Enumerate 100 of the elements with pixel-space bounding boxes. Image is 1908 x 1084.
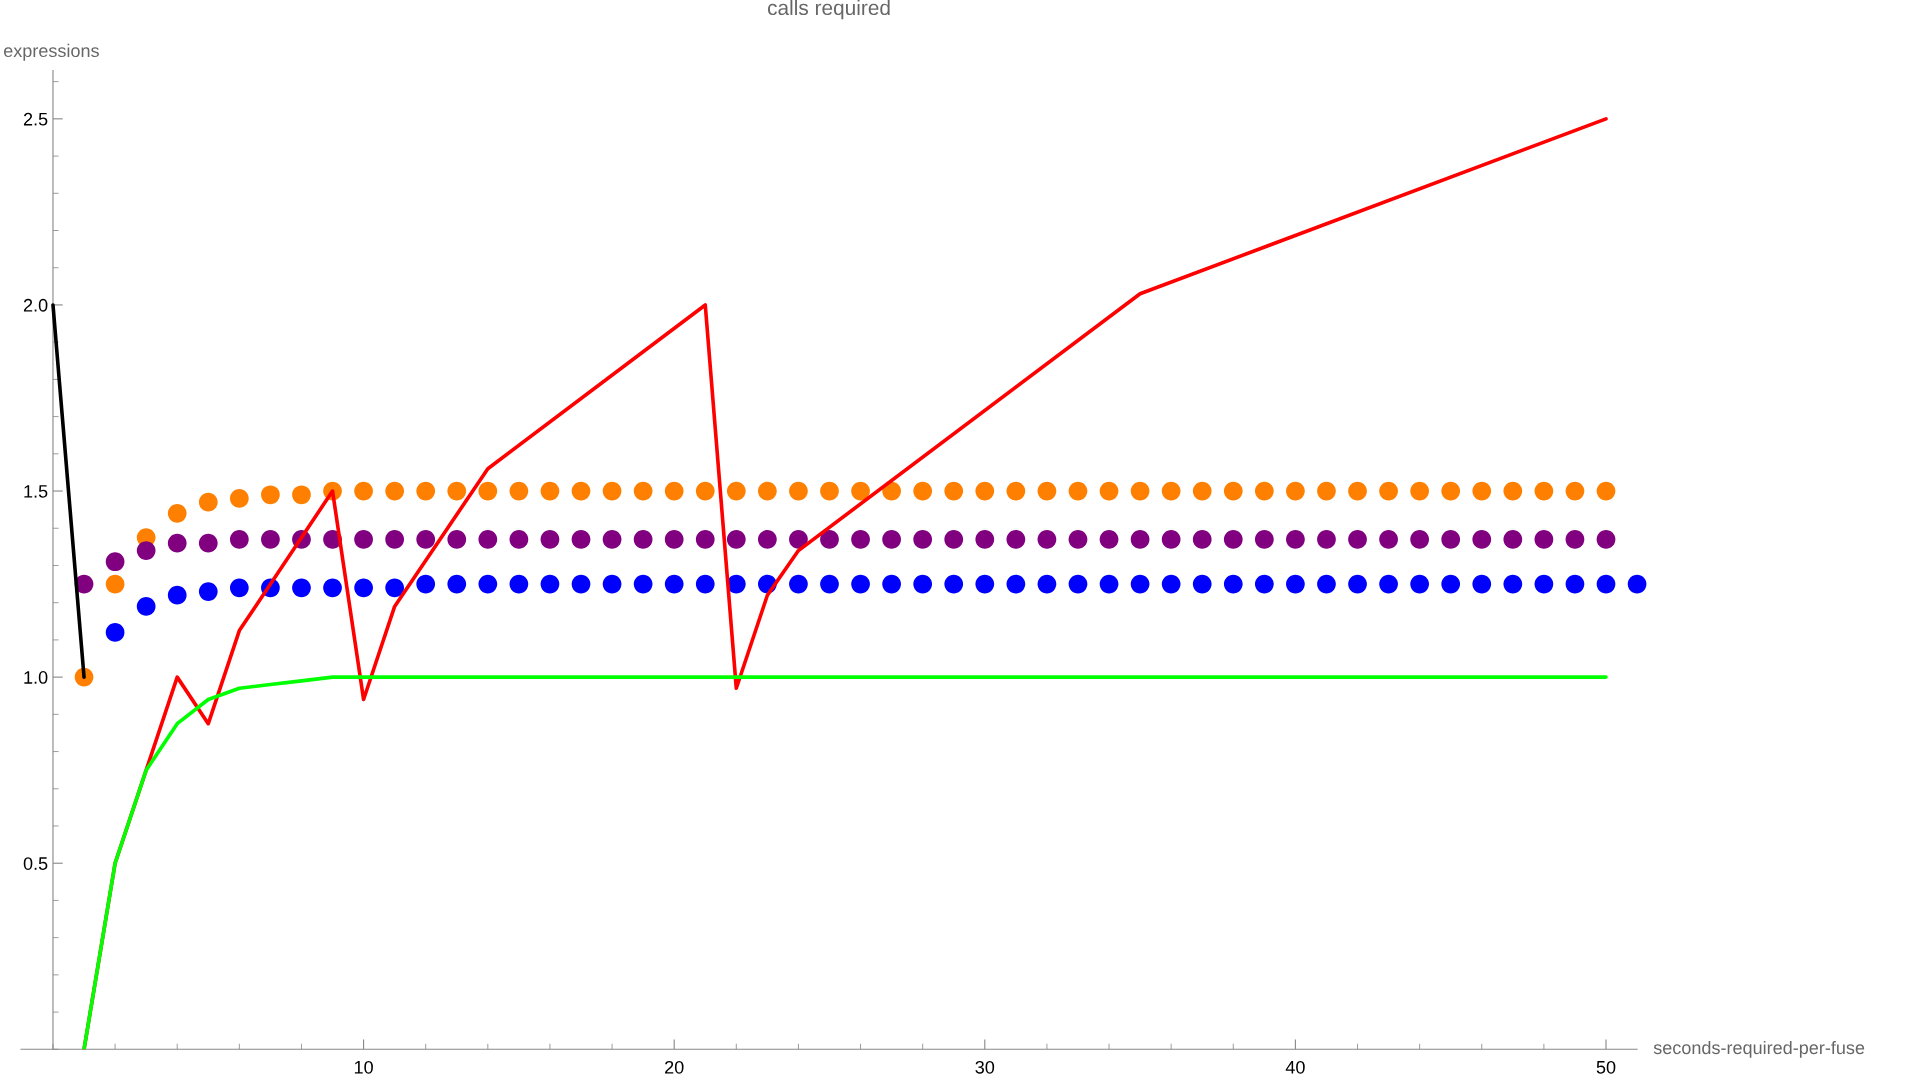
point	[1441, 574, 1461, 594]
point	[1006, 530, 1026, 549]
point	[1286, 574, 1305, 594]
point	[571, 481, 591, 501]
point	[1503, 574, 1523, 594]
point	[478, 481, 498, 501]
point	[261, 485, 280, 505]
point	[354, 481, 373, 501]
point	[789, 481, 808, 501]
point	[385, 530, 405, 549]
point	[509, 574, 529, 594]
point	[167, 503, 187, 523]
y-tick-label: 1.0	[24, 671, 48, 684]
point	[540, 481, 560, 501]
point	[1317, 530, 1336, 549]
y-tick-label: 2.5	[23, 112, 48, 126]
point	[1317, 481, 1336, 501]
point	[1410, 574, 1430, 594]
point	[229, 578, 249, 598]
point	[758, 530, 777, 549]
chart-title: calls required	[767, 0, 890, 20]
point	[695, 481, 715, 501]
point	[540, 574, 560, 594]
point	[447, 530, 467, 549]
point	[167, 533, 187, 553]
point	[726, 481, 746, 501]
x-tick-label: 20	[665, 1060, 684, 1074]
point	[1161, 574, 1181, 594]
point	[416, 530, 436, 549]
line-series	[82, 675, 1608, 1050]
point	[1441, 481, 1461, 501]
point	[1037, 481, 1057, 501]
point	[1192, 481, 1212, 501]
point	[975, 481, 995, 501]
point	[1286, 530, 1305, 549]
point	[354, 578, 373, 598]
point	[198, 582, 218, 601]
point	[664, 481, 684, 501]
point	[1534, 481, 1554, 501]
point	[136, 541, 156, 560]
point	[789, 574, 808, 594]
point	[1223, 481, 1243, 501]
point	[1068, 530, 1088, 549]
point	[1348, 574, 1367, 594]
point	[1348, 530, 1367, 549]
point	[633, 481, 653, 501]
point	[1379, 481, 1398, 501]
point	[105, 623, 125, 642]
point	[1130, 481, 1150, 501]
point	[1099, 530, 1119, 549]
point	[167, 585, 187, 605]
point	[1223, 530, 1243, 549]
point	[1161, 481, 1181, 501]
point	[1099, 481, 1119, 501]
point	[820, 530, 839, 549]
point	[509, 530, 529, 549]
point	[416, 481, 436, 501]
point	[1068, 574, 1088, 594]
point	[1472, 481, 1492, 501]
point	[105, 574, 125, 594]
x-axis-title: seconds-required-per-fuse	[1653, 1040, 1865, 1058]
point	[540, 530, 560, 549]
point	[1379, 574, 1398, 594]
point	[1254, 481, 1274, 501]
point	[913, 574, 933, 594]
point	[944, 574, 964, 594]
point	[1130, 574, 1150, 594]
point	[633, 574, 653, 594]
point	[229, 530, 249, 549]
point	[602, 481, 622, 501]
point	[1534, 574, 1554, 594]
x-tick-label: 40	[1285, 1060, 1305, 1074]
point	[1410, 530, 1430, 549]
point	[1286, 481, 1305, 501]
point	[913, 530, 933, 549]
point	[1503, 530, 1523, 549]
y-tick-label: 0.5	[23, 857, 48, 870]
point	[447, 481, 467, 501]
point	[571, 530, 591, 549]
point	[1254, 574, 1274, 594]
point	[1565, 530, 1585, 549]
point	[292, 485, 311, 505]
point	[509, 481, 529, 501]
point	[385, 578, 405, 598]
point	[1472, 574, 1492, 594]
point	[789, 530, 808, 549]
point	[1099, 574, 1119, 594]
point	[820, 574, 839, 594]
point	[1037, 574, 1057, 594]
point	[1037, 530, 1057, 549]
point	[944, 481, 964, 501]
point	[602, 530, 622, 549]
point	[323, 578, 342, 598]
point	[1006, 574, 1026, 594]
point	[1565, 481, 1585, 501]
point	[664, 530, 684, 549]
point	[851, 481, 870, 501]
point	[354, 530, 373, 549]
point	[851, 530, 870, 549]
point	[1441, 530, 1461, 549]
